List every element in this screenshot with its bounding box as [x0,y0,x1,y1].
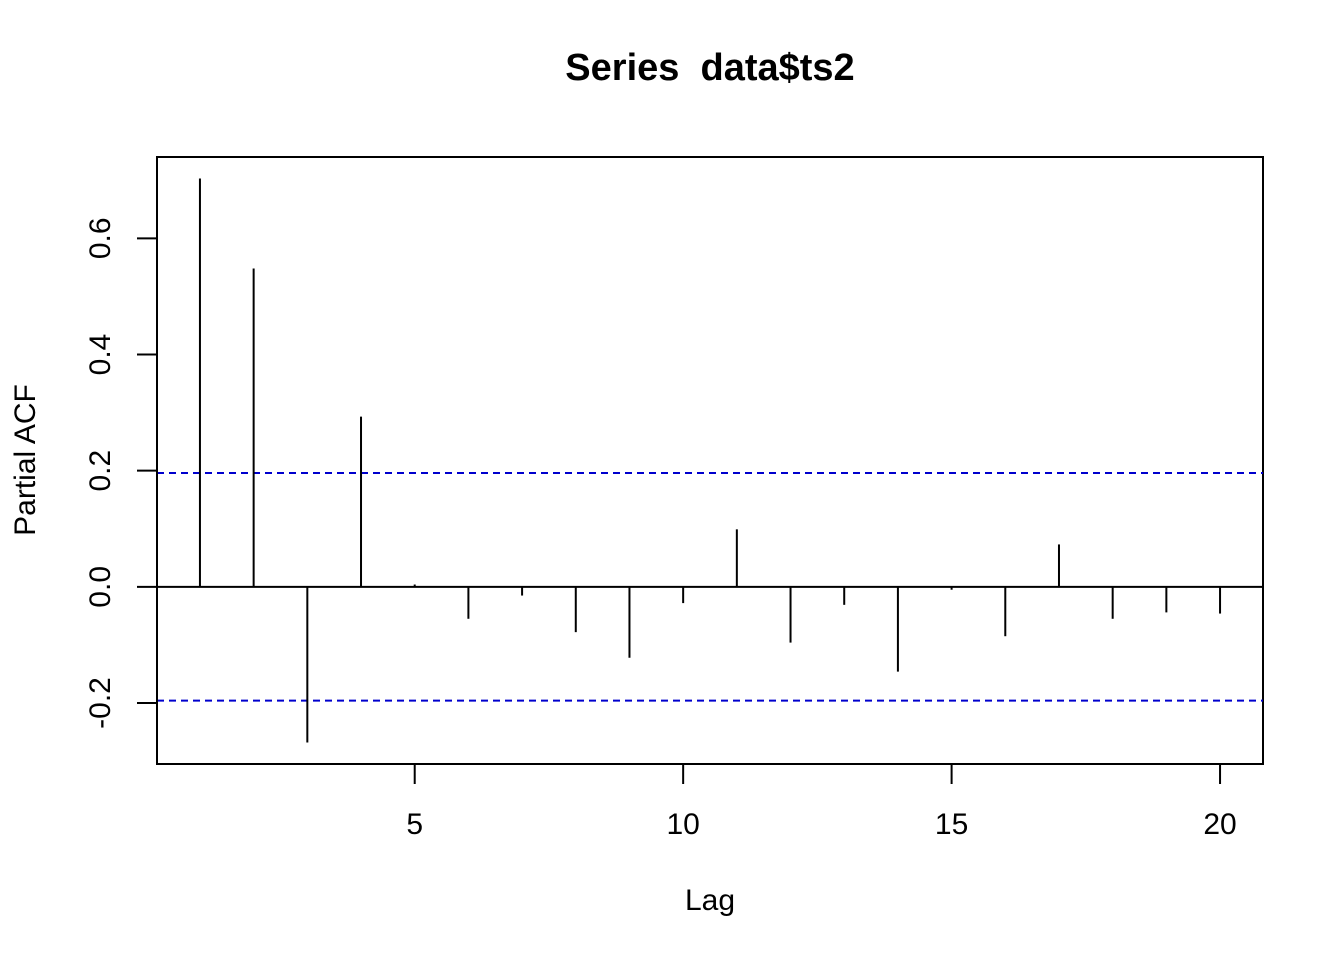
x-tick-label: 10 [666,808,699,841]
y-tick-label: 0.0 [84,566,117,608]
y-tick-label: 0.6 [84,217,117,259]
chart-title: Series data$ts2 [565,47,854,89]
y-axis: -0.2 0.0 0.2 0.4 0.6 [84,217,158,729]
x-tick-label: 20 [1203,808,1236,841]
x-tick-label: 5 [406,808,423,841]
confidence-lines [157,471,1263,702]
x-axis-label: Lag [685,884,735,917]
y-tick-label: 0.4 [84,334,117,376]
y-tick-label: -0.2 [84,677,117,729]
y-axis-label: Partial ACF [9,384,42,536]
x-axis: 5 10 15 20 [406,763,1237,841]
y-tick-label: 0.2 [84,450,117,492]
pacf-spikes [198,178,1222,743]
plot-frame [156,156,1264,765]
x-tick-label: 15 [935,808,968,841]
